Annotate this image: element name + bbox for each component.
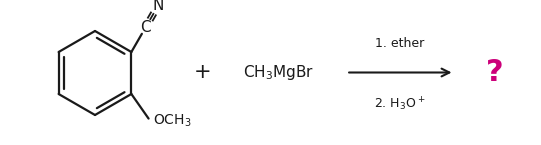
Text: +: + (194, 62, 212, 83)
Text: C: C (140, 20, 151, 35)
Text: 1. ether: 1. ether (374, 37, 424, 50)
Text: ?: ? (486, 58, 504, 87)
Text: 2. H$_3$O$^+$: 2. H$_3$O$^+$ (374, 96, 425, 113)
Text: OCH$_3$: OCH$_3$ (153, 112, 191, 129)
Text: N: N (153, 0, 164, 13)
Text: CH$_3$MgBr: CH$_3$MgBr (243, 63, 314, 82)
